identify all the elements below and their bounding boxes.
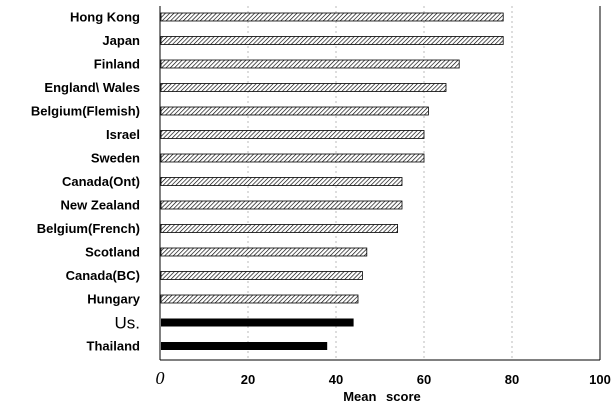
category-label: Canada(Ont) [62, 174, 140, 189]
bar [160, 106, 429, 116]
category-label: Hungary [87, 292, 141, 307]
category-label: England\ Wales [44, 80, 140, 95]
bar [160, 200, 403, 210]
category-label: Belgium(French) [37, 221, 140, 236]
bars [160, 12, 504, 350]
bar [160, 177, 403, 186]
x-tick-label: 40 [329, 372, 343, 387]
category-label: Us. [115, 314, 141, 333]
category-label: Scotland [85, 245, 140, 260]
category-label: New Zealand [61, 198, 141, 213]
bar [160, 59, 460, 69]
x-tick-label: 60 [417, 372, 431, 387]
x-tick-label: 100 [589, 372, 611, 387]
category-label: Japan [102, 33, 140, 48]
bar [160, 224, 399, 233]
category-label: Hong Kong [70, 10, 140, 25]
category-label: Sweden [91, 151, 140, 166]
category-label: Finland [94, 57, 140, 72]
bar [160, 12, 504, 22]
bar [160, 271, 363, 280]
bar [160, 294, 359, 304]
category-label: Belgium(Flemish) [31, 104, 140, 119]
bar [161, 318, 354, 327]
category-label: Israel [106, 127, 140, 142]
category-label: Canada(BC) [66, 268, 140, 283]
x-axis: 0 20 40 60 80 100 [156, 6, 611, 388]
bar [160, 36, 504, 45]
bar [160, 130, 425, 139]
category-label: Thailand [87, 339, 141, 354]
x-tick-label: 0 [156, 368, 165, 388]
x-tick-label: 80 [505, 372, 519, 387]
x-tick-label: 20 [241, 372, 255, 387]
bar [161, 342, 328, 350]
bar [160, 153, 425, 163]
bar [160, 247, 368, 257]
x-axis-title: Mean score [343, 389, 421, 404]
category-labels: Hong Kong Japan Finland England\ Wales Belgi… [31, 10, 141, 354]
bar [160, 83, 447, 92]
